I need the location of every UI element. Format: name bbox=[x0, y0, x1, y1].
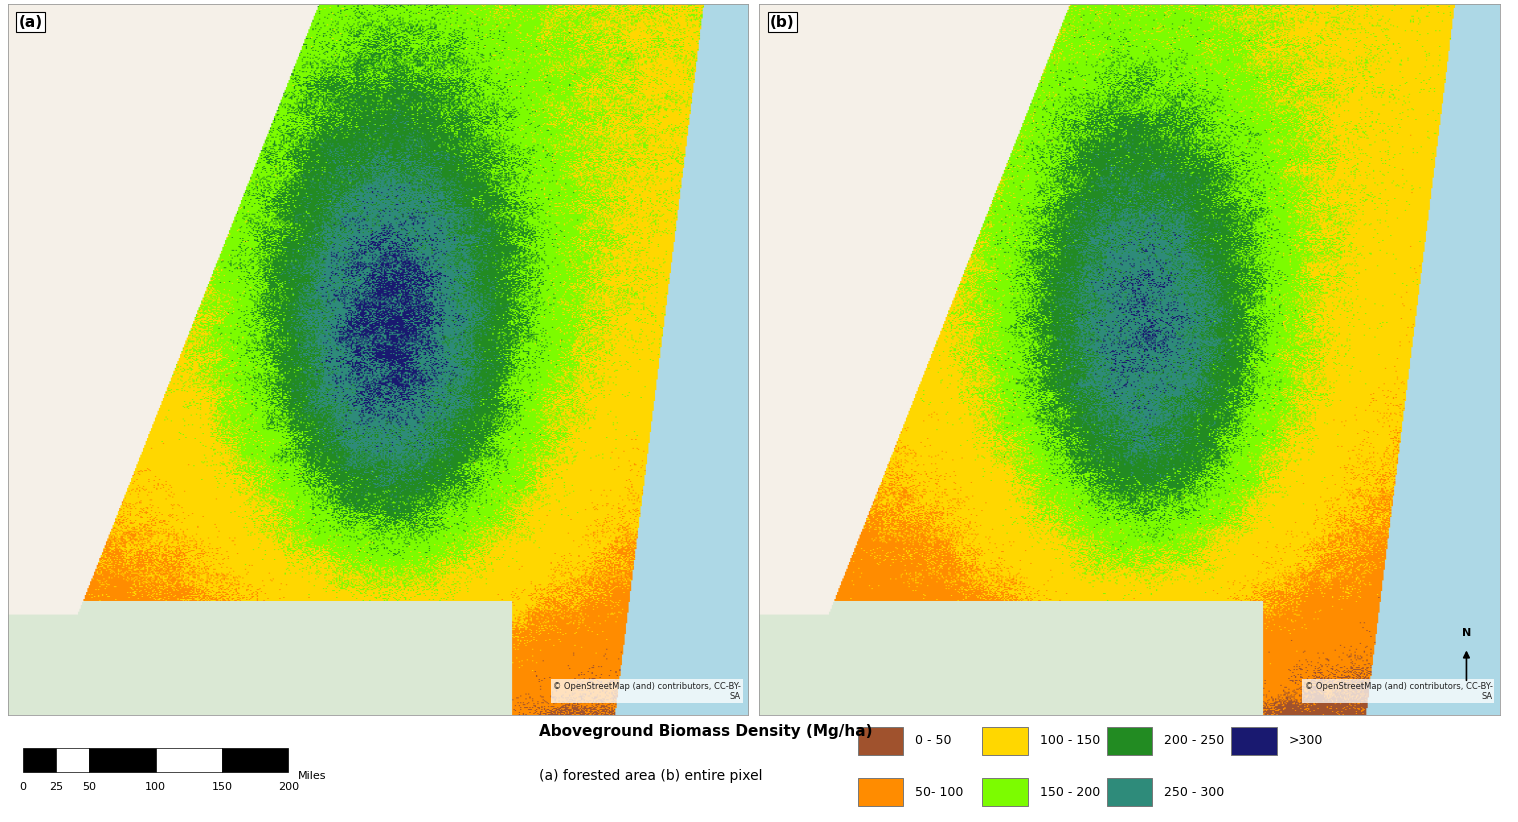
Bar bbox=[982, 778, 1028, 806]
Bar bbox=[23, 748, 56, 772]
Text: (a): (a) bbox=[18, 15, 43, 30]
Text: © OpenStreetMap (and) contributors, CC-BY-
SA: © OpenStreetMap (and) contributors, CC-B… bbox=[553, 681, 741, 701]
Bar bbox=[858, 778, 903, 806]
Bar bbox=[1107, 778, 1152, 806]
Text: (b): (b) bbox=[770, 15, 795, 30]
Bar bbox=[90, 748, 155, 772]
Text: N: N bbox=[1462, 628, 1471, 639]
Text: >300: >300 bbox=[1289, 734, 1324, 747]
Text: 100 - 150: 100 - 150 bbox=[1040, 734, 1101, 747]
Text: 250 - 300: 250 - 300 bbox=[1164, 786, 1225, 799]
Text: (a) forested area (b) entire pixel: (a) forested area (b) entire pixel bbox=[539, 769, 762, 783]
Text: 50: 50 bbox=[82, 783, 96, 792]
Text: 50- 100: 50- 100 bbox=[915, 786, 964, 799]
Text: 25: 25 bbox=[49, 783, 64, 792]
Text: Aboveground Biomass Density (Mg/ha): Aboveground Biomass Density (Mg/ha) bbox=[539, 723, 873, 739]
Bar bbox=[222, 748, 288, 772]
Text: 0: 0 bbox=[20, 783, 26, 792]
Bar bbox=[156, 748, 222, 772]
Bar bbox=[56, 748, 90, 772]
Text: 100: 100 bbox=[146, 783, 165, 792]
Bar bbox=[982, 727, 1028, 755]
Text: © OpenStreetMap (and) contributors, CC-BY-
SA: © OpenStreetMap (and) contributors, CC-B… bbox=[1304, 681, 1492, 701]
Text: 150: 150 bbox=[211, 783, 232, 792]
Bar bbox=[1107, 727, 1152, 755]
Text: Miles: Miles bbox=[298, 771, 326, 781]
Text: 200: 200 bbox=[278, 783, 299, 792]
Bar bbox=[858, 727, 903, 755]
Text: 0 - 50: 0 - 50 bbox=[915, 734, 952, 747]
Text: 150 - 200: 150 - 200 bbox=[1040, 786, 1101, 799]
Bar bbox=[1231, 727, 1277, 755]
Text: 200 - 250: 200 - 250 bbox=[1164, 734, 1225, 747]
